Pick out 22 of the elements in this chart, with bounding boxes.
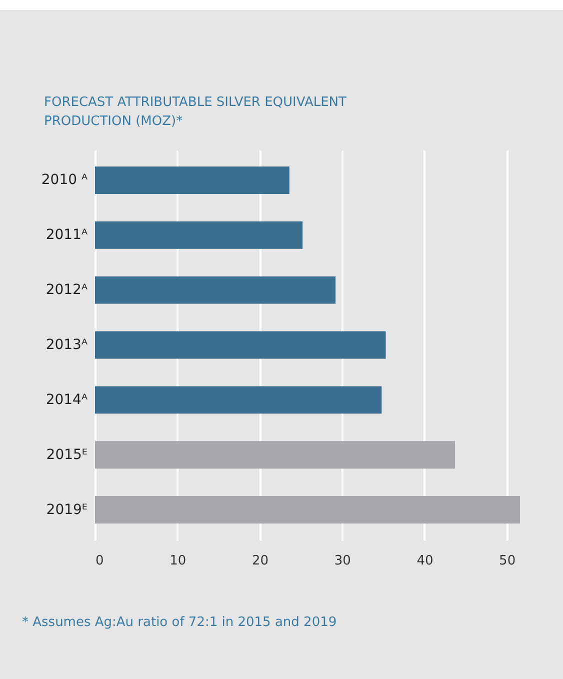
text: * Assumes Ag:Au ratio of 72:1 in 2015 and 2019 — [22, 615, 337, 630]
x-tick-label: 20 — [252, 554, 268, 568]
bar — [95, 221, 303, 249]
y-tick-label: 2015ᴱ — [46, 446, 88, 463]
y-tick-label: 2012ᴬ — [46, 282, 88, 298]
bar — [95, 441, 455, 469]
y-tick-label: 2011ᴬ — [46, 227, 88, 244]
x-tick-label: 30 — [334, 554, 351, 568]
x-tick-label: 0 — [96, 554, 104, 568]
bar — [95, 496, 520, 524]
x-tick-label: 40 — [416, 554, 434, 568]
bar — [95, 331, 386, 359]
bar — [95, 166, 290, 194]
y-tick-label: 2013ᴬ — [46, 337, 88, 353]
x-tick-label: 10 — [170, 554, 186, 568]
y-tick-label: 2010 ᴬ — [41, 172, 88, 188]
x-tick-label: 50 — [499, 554, 516, 568]
y-tick-label: 2019ᴱ — [46, 502, 88, 518]
bar — [95, 276, 336, 304]
chart-title: FORECAST ATTRIBUTABLE SILVER EQUIVALENT PRODUCTION (MOZ)* — [44, 94, 348, 131]
y-tick-label: 2014ᴬ — [46, 392, 88, 408]
bar — [95, 386, 382, 414]
